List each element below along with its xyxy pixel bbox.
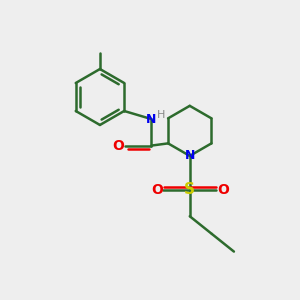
Text: H: H	[157, 110, 165, 120]
Text: O: O	[112, 139, 124, 153]
Text: N: N	[146, 112, 157, 126]
Text: N: N	[184, 149, 195, 162]
Text: O: O	[217, 183, 229, 197]
Text: O: O	[151, 183, 163, 197]
Text: S: S	[184, 182, 195, 197]
